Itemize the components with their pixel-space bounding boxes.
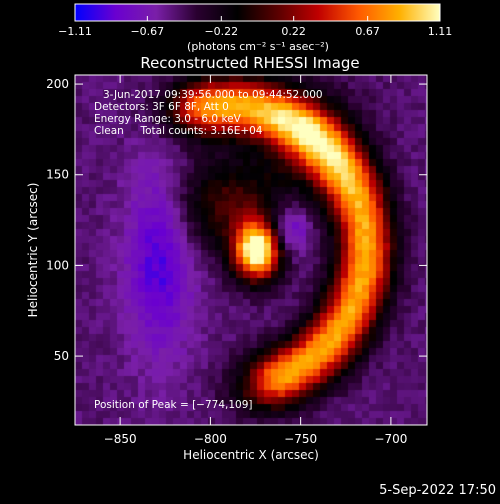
x-axis-label: Heliocentric X (arcsec) [183, 448, 319, 462]
annotation-peak-position: Position of Peak = [−774,109] [94, 399, 253, 411]
colorbar-tick-label: −0.22 [204, 25, 238, 38]
colorbar-tick-label: −0.67 [130, 25, 164, 38]
colorbar-tick-label: 1.11 [428, 25, 453, 38]
colorbar-tick-label: −1.11 [58, 25, 92, 38]
annotation-detectors: Detectors: 3F 6F 8F, Att 0 [94, 101, 229, 113]
colorbar-frame [74, 3, 441, 22]
axes: −850 −800 −750 −700 50 100 150 200 [46, 75, 427, 446]
y-tick-label: 150 [46, 168, 69, 182]
colorbar-tick-label: 0.22 [281, 25, 306, 38]
colorbar-tick-label: 0.67 [355, 25, 380, 38]
colorbar-ticks: −1.11 −0.67 −0.22 0.22 0.67 1.11 [58, 16, 452, 38]
timestamp: 5-Sep-2022 17:50 [379, 483, 496, 498]
x-tick-label: −750 [284, 432, 317, 446]
chart-title: Reconstructed RHESSI Image [140, 54, 359, 72]
annotation-clean-counts: Clean Total counts: 3.16E+04 [94, 125, 263, 137]
y-axis-label: Heliocentric Y (arcsec) [26, 183, 40, 318]
annotation-block: 3-Jun-2017 09:39:56.000 to 09:44:52.000 … [94, 89, 323, 137]
x-tick-label: −800 [194, 432, 227, 446]
y-tick-label: 100 [46, 258, 69, 272]
colorbar-gradient [75, 4, 440, 21]
colorbar-unit-label: (photons cm⁻² s⁻¹ asec⁻²) [187, 40, 329, 53]
x-tick-label: −700 [374, 432, 407, 446]
y-tick-label: 50 [54, 349, 69, 363]
y-tick-label: 200 [46, 77, 69, 91]
plot-frame [74, 74, 428, 426]
annotation-energy-range: Energy Range: 3.0 - 6.0 keV [94, 113, 242, 125]
x-tick-label: −850 [104, 432, 137, 446]
heatmap-image [75, 75, 427, 425]
colorbar: −1.11 −0.67 −0.22 0.22 0.67 1.11 (photons cm⁻… [58, 3, 452, 53]
annotation-time-range: 3-Jun-2017 09:39:56.000 to 09:44:52.000 [103, 89, 323, 101]
